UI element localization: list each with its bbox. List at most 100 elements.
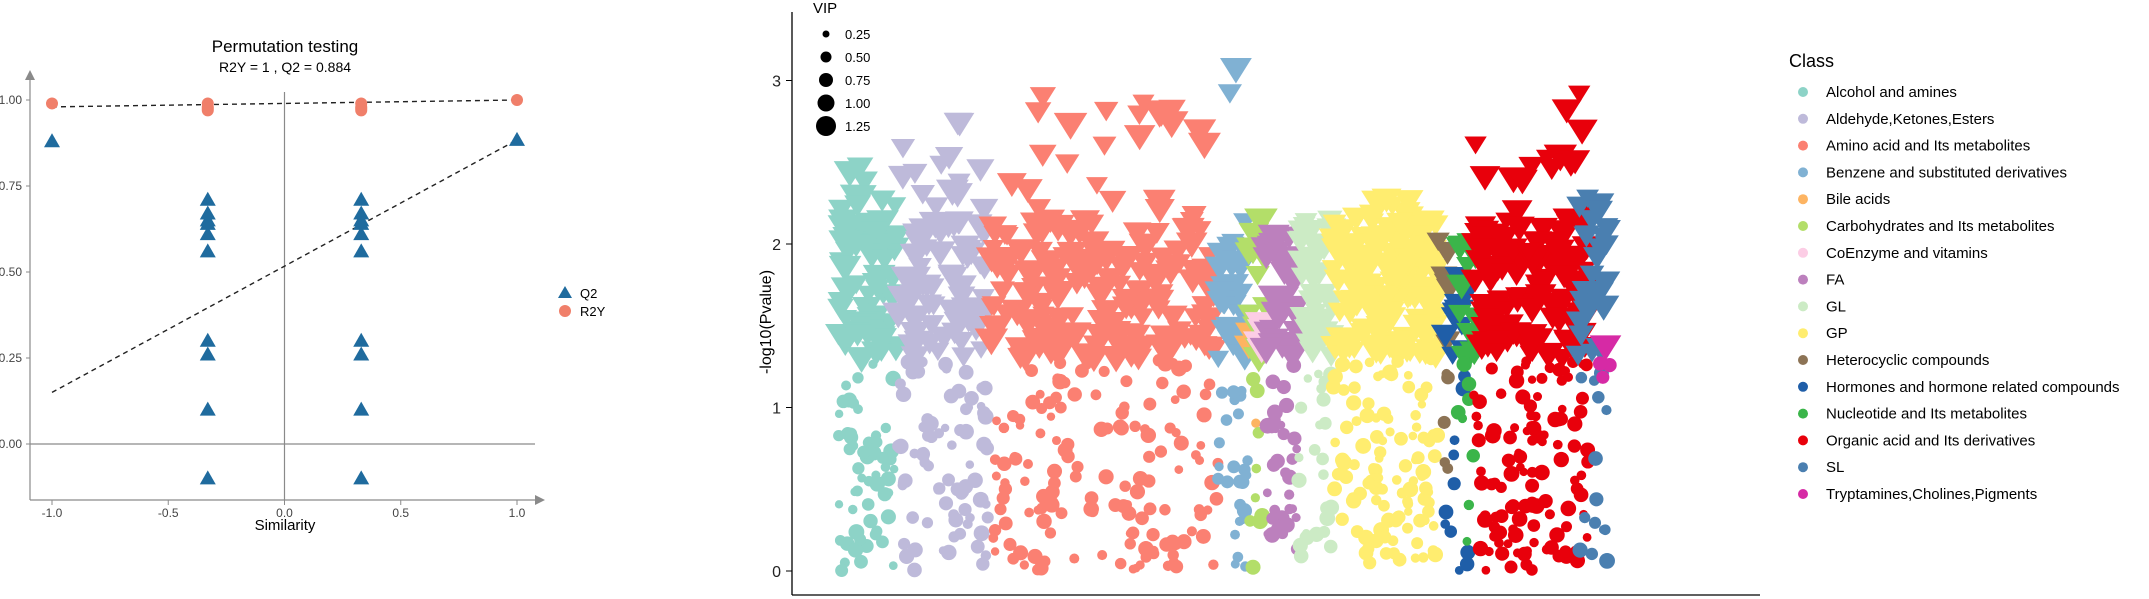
scatter-point-triangle xyxy=(989,251,1023,279)
scatter-point-circle xyxy=(950,482,965,497)
scatter-point-circle xyxy=(1437,415,1451,429)
scatter-point-circle xyxy=(880,462,891,472)
scatter-point-circle xyxy=(1472,540,1489,557)
scatter-point-circle xyxy=(854,533,867,546)
scatter-point-circle xyxy=(1454,565,1464,575)
scatter-point-triangle xyxy=(1061,322,1092,347)
scatter-point-circle xyxy=(948,512,964,528)
y-axis-arrow xyxy=(25,70,35,80)
scatter-point-circle xyxy=(1254,508,1271,524)
scatter-point-triangle xyxy=(1145,265,1174,288)
legend-key-r2y xyxy=(559,305,571,317)
q2-point xyxy=(353,470,370,485)
scatter-point-circle xyxy=(1114,557,1127,570)
scatter-point-circle xyxy=(1035,389,1045,399)
scatter-point-circle xyxy=(1362,397,1375,410)
scatter-point-circle xyxy=(1194,508,1207,522)
scatter-point-triangle xyxy=(1092,136,1117,156)
scatter-point-triangle xyxy=(1473,308,1500,330)
scatter-point-circle xyxy=(1398,459,1413,473)
scatter-point-circle xyxy=(1295,401,1308,414)
y-tick-label: 0.00 xyxy=(0,437,22,451)
scatter-point-circle xyxy=(1087,354,1099,366)
scatter-point-circle xyxy=(1519,467,1528,477)
scatter-point-circle xyxy=(1404,507,1413,516)
scatter-point-circle xyxy=(861,498,875,511)
scatter-point-triangle xyxy=(873,234,897,253)
scatter-point-triangle xyxy=(1549,265,1579,289)
scatter-point-circle xyxy=(1582,532,1592,542)
class-legend-label: Organic acid and Its derivatives xyxy=(1826,432,2035,449)
scatter-point-triangle xyxy=(1245,265,1270,286)
scatter-point-circle xyxy=(1351,416,1362,427)
scatter-point-circle xyxy=(1262,488,1272,498)
scatter-point-circle xyxy=(980,550,992,561)
scatter-point-triangle xyxy=(1542,239,1575,266)
scatter-point-triangle xyxy=(1267,256,1293,277)
scatter-point-triangle xyxy=(1568,325,1595,347)
scatter-point-circle xyxy=(988,523,1002,537)
scatter-point-circle xyxy=(1408,431,1418,441)
scatter-point-circle xyxy=(876,451,889,464)
scatter-point-circle xyxy=(1278,397,1295,414)
scatter-point-triangle xyxy=(844,275,869,295)
scatter-point-circle xyxy=(1384,367,1399,382)
scatter-point-circle xyxy=(834,500,844,509)
scatter-point-triangle xyxy=(1167,254,1191,274)
y-tick-label: 1.00 xyxy=(0,93,22,107)
scatter-point-triangle xyxy=(1565,345,1591,366)
scatter-point-circle xyxy=(1402,380,1416,394)
scatter-point-circle xyxy=(1374,446,1387,459)
scatter-point-circle xyxy=(1510,365,1524,379)
class-legend-key xyxy=(1798,328,1808,339)
class-legend-label: Amino acid and Its metabolites xyxy=(1826,138,2030,155)
scatter-point-circle xyxy=(880,509,896,525)
scatter-point-triangle xyxy=(1478,273,1502,293)
scatter-point-triangle xyxy=(883,197,907,216)
scatter-point-triangle xyxy=(948,277,971,296)
scatter-point-circle xyxy=(973,525,990,542)
scatter-point-circle xyxy=(1382,413,1394,425)
scatter-point-circle xyxy=(1536,372,1548,384)
q2-point xyxy=(199,243,216,258)
scatter-point-triangle xyxy=(1098,190,1127,213)
scatter-point-circle xyxy=(1214,462,1224,472)
scatter-point-triangle xyxy=(1249,337,1283,365)
scatter-point-circle xyxy=(1024,507,1034,518)
scatter-point-circle xyxy=(1379,547,1393,560)
scatter-point-circle xyxy=(1054,401,1067,414)
x-tick-label: 0.5 xyxy=(392,506,409,520)
scatter-point-circle xyxy=(833,429,845,442)
scatter-point-circle xyxy=(958,502,972,517)
scatter-point-circle xyxy=(1501,453,1516,468)
scatter-point-circle xyxy=(1359,407,1375,424)
scatter-point-circle xyxy=(970,539,985,554)
scatter-point-circle xyxy=(1171,427,1181,438)
scatter-point-circle xyxy=(1318,469,1329,480)
scatter-point-triangle xyxy=(844,324,872,347)
scatter-point-triangle xyxy=(1340,248,1363,267)
vip-legend-key xyxy=(819,73,833,87)
scatter-point-circle xyxy=(1378,499,1390,512)
class-legend-key xyxy=(1798,221,1808,231)
scatter-point-circle xyxy=(871,436,883,448)
scatter-point-circle xyxy=(847,397,860,409)
scatter-point-triangle xyxy=(1025,199,1052,220)
vip-legend-key xyxy=(820,51,832,63)
vip-legend-label: 1.00 xyxy=(845,96,870,111)
r2y-point xyxy=(46,97,58,110)
scatter-point-circle xyxy=(857,473,867,483)
scatter-point-circle xyxy=(1601,404,1612,416)
scatter-point-circle xyxy=(919,457,931,468)
scatter-point-circle xyxy=(1362,476,1375,490)
scatter-point-triangle xyxy=(1485,330,1511,351)
scatter-point-triangle xyxy=(1252,247,1281,270)
scatter-point-triangle xyxy=(1298,341,1327,364)
scatter-point-circle xyxy=(1277,427,1290,441)
scatter-point-circle xyxy=(847,542,864,558)
scatter-point-triangle xyxy=(1144,100,1178,127)
scatter-point-circle xyxy=(1466,449,1480,463)
scatter-point-circle xyxy=(1573,487,1589,503)
class-legend-label: SL xyxy=(1826,459,1844,476)
